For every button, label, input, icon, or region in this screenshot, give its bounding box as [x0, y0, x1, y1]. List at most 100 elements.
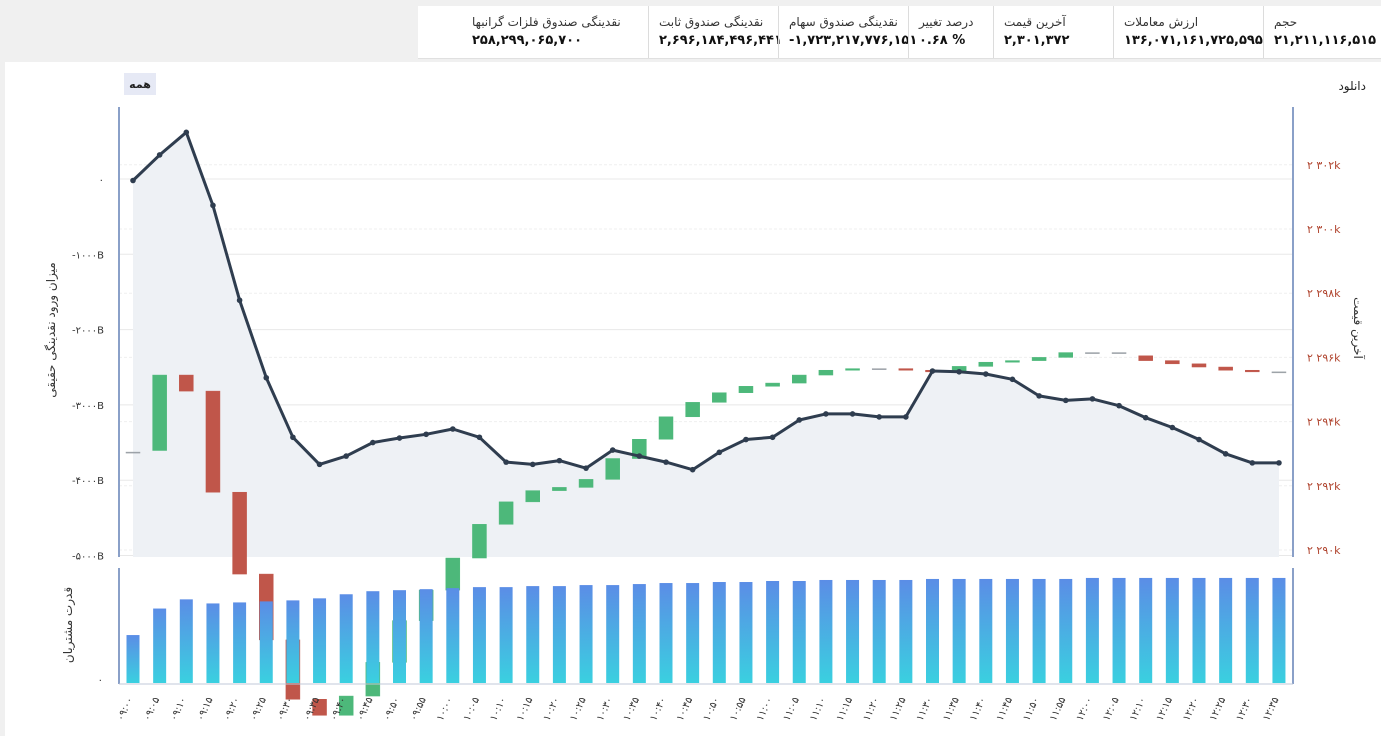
stat-item: نقدینگی صندوق فلزات گرانبها ۲۵۸,۲۹۹,۰۶۵,۷…: [462, 6, 648, 58]
liquidity-point: [769, 434, 776, 441]
price-candle: [312, 699, 327, 716]
liquidity-point: [1062, 397, 1069, 404]
buyer-power-bar: [419, 589, 433, 683]
right-tick-label: ۲ ۲۹۰k: [1307, 544, 1341, 557]
left-tick-label: -۲۰۰۰B: [72, 326, 104, 337]
liquidity-point: [929, 368, 936, 374]
liquidity-point: [956, 368, 962, 375]
buyer-power-bar: [1112, 577, 1126, 683]
range-all-button[interactable]: همه: [124, 73, 156, 95]
price-candle: [712, 392, 727, 403]
stat-item: ارزش معاملات ۱۳۶,۰۷۱,۱۶۱,۷۲۵,۵۹۵: [1113, 6, 1263, 58]
liquidity-point: [529, 461, 536, 468]
stat-item: درصد تغییر ۰.۶۸ %: [908, 6, 993, 58]
stat-item: نقدینگی صندوق ثابت ۲,۶۹۶,۱۸۴,۴۹۶,۴۴۱: [648, 6, 782, 58]
liquidity-point: [1222, 451, 1229, 457]
price-candle: [1218, 366, 1233, 371]
buyer-power-bar: [339, 594, 353, 683]
stat-label: ارزش معاملات: [1124, 15, 1199, 29]
liquidity-point: [583, 465, 589, 471]
buyer-power-bar: [1139, 577, 1153, 683]
price-candle: [552, 487, 567, 491]
stat-value: ۲۱,۲۱۱,۱۱۶,۵۱۵: [1274, 33, 1377, 48]
price-candle: [765, 382, 780, 387]
buyer-power-bar: [872, 579, 886, 683]
stat-label: نقدینگی صندوق فلزات گرانبها: [472, 15, 621, 29]
liquidity-point: [236, 297, 243, 304]
liquidity-point: [210, 202, 216, 209]
price-candle: [1245, 369, 1260, 373]
price-candle: [1271, 371, 1287, 374]
left-tick-label: ۰: [99, 175, 104, 186]
right-axis-ticks: ۲ ۳۰۲k ۲ ۳۰۰k ۲ ۲۹۸k ۲ ۲۹۶k ۲ ۲۹۴k ۲ ۲۹۲k ۲ ۲۹…: [1307, 159, 1341, 557]
price-candle: [792, 374, 807, 384]
buyer-power-bar: [579, 585, 593, 683]
right-axis-label: آخرین قیمت: [1350, 297, 1366, 359]
x-tick-label: ۰۹:۰۵: [142, 696, 162, 723]
liquidity-point: [716, 449, 723, 456]
left-tick-label: -۳۰۰۰B: [72, 401, 104, 412]
liquidity-point: [1009, 376, 1016, 383]
liquidity-point: [130, 177, 136, 184]
buyer-power-bar: [499, 587, 513, 683]
buyer-power-bar: [926, 578, 939, 683]
buyer-power-bar: [659, 583, 673, 683]
liquidity-point: [663, 459, 669, 465]
left-tick-label: -۴۰۰۰B: [72, 476, 104, 487]
buyer-power-bar: [712, 582, 726, 683]
buyer-power-bar: [313, 598, 327, 683]
buyer-power-bar: [846, 579, 860, 683]
price-candle: [338, 695, 354, 716]
x-tick-label: ۱۰:۲۵: [568, 696, 588, 723]
buyer-power-bar: [286, 600, 300, 683]
x-tick-label: ۱۱:۱۰: [808, 696, 828, 723]
price-candle: [1191, 363, 1207, 368]
x-tick-label: ۱۲:۳۰: [1235, 696, 1255, 723]
buyer-power-bar: [632, 584, 646, 683]
x-tick-label: ۱۰:۴۵: [675, 696, 695, 723]
liquidity-point: [156, 152, 163, 158]
liquidity-point: [476, 434, 483, 441]
left-axis-label: میزان ورود نقدینگی حقیقی: [44, 262, 59, 397]
stat-item: حجم ۲۱,۲۱۱,۱۱۶,۵۱۵: [1263, 6, 1381, 58]
liquidity-point: [903, 414, 909, 420]
buyer-power-bar: [739, 582, 753, 683]
x-tick-label: ۰۹:۱۵: [195, 696, 215, 723]
download-link[interactable]: دانلود: [1338, 79, 1366, 93]
price-candle: [605, 458, 620, 480]
stat-label: حجم: [1274, 15, 1298, 29]
x-tick-label: ۱۰:۱۵: [515, 696, 535, 723]
buyer-power-bar: [1059, 578, 1073, 683]
liquidity-point: [263, 374, 270, 381]
price-candle: [1111, 352, 1127, 354]
buyer-power-bar: [952, 578, 966, 683]
liquidity-line: [131, 130, 1279, 472]
buyer-power-bar: [259, 601, 273, 683]
x-tick-label: ۱۱:۲۵: [888, 696, 908, 723]
buyer-power-bar: [126, 635, 140, 683]
liquidity-point: [689, 466, 696, 473]
liquidity-point: [396, 435, 403, 441]
buyer-power-bar: [472, 587, 486, 683]
x-tick-label: ۱۰:۰۵: [462, 696, 482, 723]
buyer-power-bar: [1032, 578, 1046, 683]
liquidity-point: [183, 129, 190, 136]
x-tick-label: ۱۱:۴۰: [968, 696, 988, 723]
liquidity-point: [503, 459, 509, 465]
liquidity-point: [1196, 436, 1202, 443]
price-candle: [1031, 357, 1047, 361]
price-candle: [578, 479, 594, 488]
buyer-power-bar: [366, 591, 380, 683]
buyer-power-bar: [1085, 577, 1099, 683]
x-tick-label: ۱۲:۰۰: [1075, 696, 1095, 723]
x-tick-label: ۱۲:۰۵: [1101, 696, 1121, 723]
stat-label: درصد تغییر: [919, 15, 974, 29]
x-tick-label: ۰۹:۵۰: [382, 696, 402, 723]
x-tick-label: ۰۹:۵۵: [408, 696, 428, 723]
buyer-power-bar: [179, 599, 193, 683]
liquidity-point: [823, 411, 829, 417]
x-tick-label: ۰۹:۲۵: [248, 696, 268, 723]
bottom-axis-label: قدرت مشتریان: [61, 587, 76, 663]
liquidity-point: [1036, 393, 1042, 399]
